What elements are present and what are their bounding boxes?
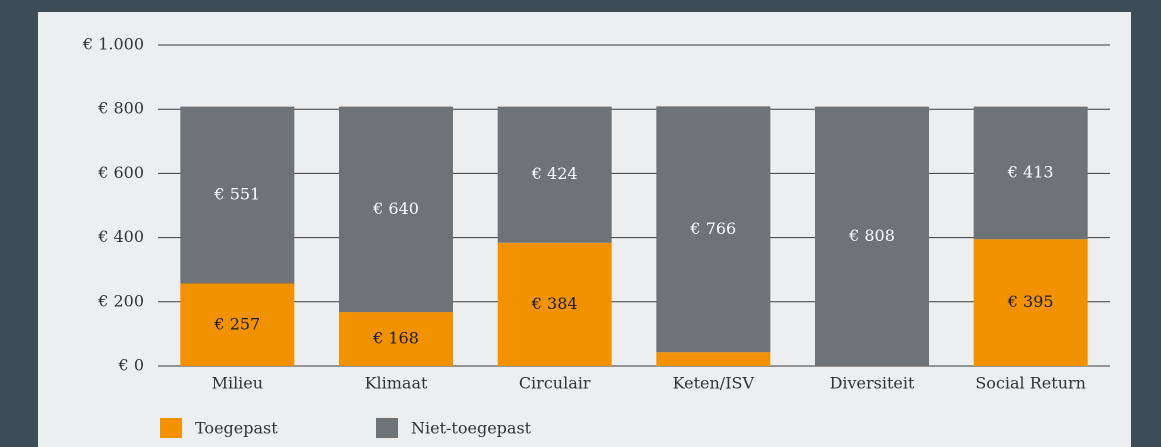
y-tick-label: € 600	[97, 163, 144, 182]
value-label: € 640	[372, 199, 419, 218]
y-tick-label: € 400	[97, 227, 144, 246]
value-label: € 168	[372, 329, 419, 348]
x-tick-label: Milieu	[212, 374, 264, 393]
x-tick-label: Klimaat	[365, 374, 428, 393]
x-tick-label: Social Return	[975, 374, 1086, 393]
x-tick-label: Keten/ISV	[673, 374, 755, 393]
value-label: € 551	[213, 185, 260, 204]
bar-segment	[497, 106, 612, 243]
x-tick-label: Circulair	[519, 374, 591, 393]
bar-segment	[180, 283, 295, 366]
legend-swatch	[160, 418, 182, 438]
x-tick-label: Diversiteit	[830, 374, 915, 393]
y-tick-label: € 800	[97, 99, 144, 118]
y-tick-label: € 1.000	[82, 35, 144, 54]
bar-segment	[180, 106, 295, 284]
legend-label: Toegepast	[195, 419, 278, 438]
y-tick-label: € 0	[118, 356, 144, 375]
legend-label: Niet-toegepast	[411, 419, 532, 438]
bar-segment	[656, 106, 771, 353]
value-label: € 808	[848, 226, 895, 245]
value-label: € 384	[531, 294, 578, 313]
value-label: € 395	[1007, 292, 1054, 311]
value-label: € 257	[213, 314, 260, 333]
bar-segment	[339, 106, 453, 313]
bar-segment	[973, 106, 1088, 240]
value-label: € 413	[1007, 162, 1054, 181]
value-label: € 766	[689, 219, 736, 238]
bar-segment	[973, 239, 1088, 366]
y-tick-label: € 200	[97, 291, 144, 310]
bar-segment	[339, 312, 453, 366]
value-label: € 424	[531, 164, 578, 183]
legend-swatch	[376, 418, 398, 438]
bar-segment	[656, 352, 771, 366]
bar-segment	[497, 242, 612, 366]
bar-segment	[815, 106, 929, 366]
